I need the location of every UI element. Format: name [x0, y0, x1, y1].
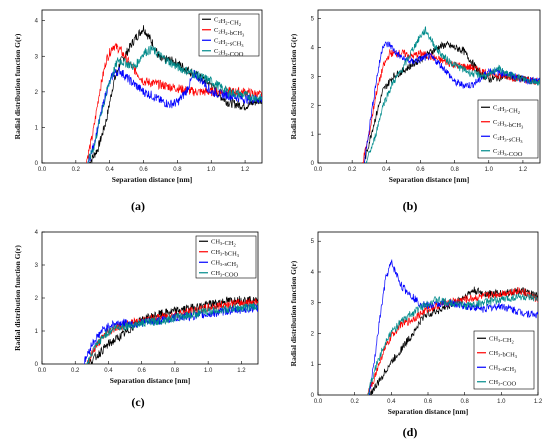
y-tick-label: 4 [35, 19, 39, 25]
legend-entry: C2H2-CH2 [214, 16, 241, 27]
x-tick-label: 1.0 [207, 167, 216, 173]
y-tick-label: 0 [35, 161, 39, 167]
y-tick-label: 0 [311, 393, 315, 399]
y-tick-label: 5 [311, 17, 315, 23]
legend-box [195, 235, 257, 279]
x-tick-label: 1.0 [204, 368, 213, 374]
x-tick-label: 0.0 [314, 399, 323, 405]
x-tick-label: 0.8 [171, 368, 180, 374]
legend-box [477, 99, 539, 159]
x-tick-label: 0.4 [104, 368, 113, 374]
legend-entry: C2H3-CH2 [493, 104, 520, 115]
series-line-4 [365, 26, 540, 163]
panel-label: (b) [403, 199, 418, 213]
y-tick-label: 3 [311, 301, 315, 307]
panel-label: (d) [403, 425, 418, 439]
y-tick-label: 0 [35, 362, 39, 368]
x-tick-label: 1.2 [534, 399, 543, 405]
legend-entry: CH3-bCH3 [489, 350, 518, 359]
chart-panel-1: 0.0 0.2 0.4 0.6 0.8 1.0 1.2 0 1 2 3 4 Separation dis… [13, 9, 263, 213]
y-tick-label: 2 [35, 90, 39, 96]
x-tick-label: 0.8 [460, 399, 469, 405]
legend-entry: CH3-CH2 [211, 238, 236, 247]
legend: CH3-CH2 CH3-bCH3 CH3-sCH3 CH3-COO [473, 330, 535, 390]
x-tick-label: 0.4 [387, 399, 396, 405]
series-line-2 [86, 42, 262, 163]
y-tick-label: 1 [311, 132, 315, 138]
x-tick-label: 0.6 [424, 399, 433, 405]
legend-entry: C2H2-sCH3 [214, 37, 244, 48]
y-tick-label: 2 [35, 296, 39, 302]
legend-entry: C2H3-sCH3 [493, 133, 523, 144]
x-tick-label: 0.6 [416, 167, 425, 173]
x-tick-label: 0.8 [173, 167, 182, 173]
x-tick-label: 0.2 [348, 167, 357, 173]
y-tick-label: 4 [311, 270, 315, 276]
series-line-1 [88, 295, 258, 364]
y-tick-label: 0 [311, 161, 315, 167]
legend-box [473, 330, 535, 390]
x-tick-label: 0.4 [106, 167, 115, 173]
legend: C2H3-CH2 C2H3-bCH3 C2H3-sCH3 C2H3-COO [477, 99, 539, 159]
x-tick-label: 1.2 [237, 368, 246, 374]
y-tick-label: 3 [35, 54, 39, 60]
x-axis-label: Separation distance [nm] [388, 407, 468, 416]
series-line-3 [368, 258, 538, 395]
legend-entry: CH3-sCH3 [211, 259, 239, 268]
x-tick-label: 0.2 [350, 399, 359, 405]
x-tick-label: 0.2 [72, 167, 81, 173]
y-axis-label: Radial distribution function G(r) [289, 33, 298, 139]
y-tick-label: 5 [311, 239, 315, 245]
y-tick-label: 1 [35, 125, 39, 131]
x-tick-label: 0.6 [139, 167, 148, 173]
y-tick-label: 2 [311, 103, 315, 109]
y-tick-label: 4 [311, 46, 315, 52]
series-line-4 [87, 45, 262, 163]
x-tick-label: 0.0 [38, 368, 47, 374]
legend-entry: C2H2-bCH3 [214, 27, 245, 38]
x-tick-label: 0.4 [382, 167, 391, 173]
series-line-4 [86, 302, 258, 364]
x-tick-label: 0.2 [71, 368, 80, 374]
y-tick-label: 3 [311, 74, 315, 80]
x-tick-label: 1.0 [497, 399, 506, 405]
x-axis-label: Separation distance [nm] [112, 175, 192, 184]
legend-entry: C2H3-COO [493, 148, 523, 158]
legend-entry: CH3-COO [489, 379, 517, 388]
legend-entry: C2H2-COO [214, 48, 244, 58]
y-axis-label: Radial distribution function G(r) [289, 260, 298, 366]
y-axis-label: Radial distribution function G(r) [13, 33, 22, 139]
x-tick-label: 0.0 [314, 167, 323, 173]
panel-label: (a) [131, 199, 145, 213]
x-tick-label: 0.8 [450, 167, 459, 173]
legend-box [198, 13, 260, 57]
x-tick-label: 0.0 [38, 167, 47, 173]
x-tick-label: 1.2 [241, 167, 250, 173]
y-tick-label: 4 [35, 230, 39, 236]
y-tick-label: 1 [311, 362, 315, 368]
chart-panel-3: 0.0 0.2 0.4 0.6 0.8 1.0 1.2 0 1 2 3 4 Separation dis… [13, 230, 259, 409]
legend-entry: C2H3-bCH3 [493, 119, 524, 130]
y-tick-label: 3 [35, 263, 39, 269]
chart-panel-4: 0.0 0.2 0.4 0.6 0.8 1.0 1.2 0 1 2 3 4 5 Separation di… [289, 231, 543, 439]
series-line-4 [367, 293, 538, 395]
x-tick-label: 0.6 [138, 368, 147, 374]
legend-entry: CH3-sCH3 [489, 364, 517, 373]
y-tick-label: 2 [311, 331, 315, 337]
y-axis-label: Radial distribution function G(r) [13, 245, 22, 351]
x-tick-label: 1.0 [485, 167, 494, 173]
y-tick-label: 1 [35, 329, 39, 335]
chart-panel-2: 0.0 0.2 0.4 0.6 0.8 1.0 1.2 0 1 2 3 4 5 Separation di… [289, 9, 541, 213]
legend-entry: CH3-bCH3 [211, 249, 240, 258]
x-axis-label: Separation distance [nm] [389, 175, 469, 184]
legend-entry: CH3-CH2 [489, 335, 514, 344]
panel-label: (c) [131, 395, 144, 409]
x-axis-label: Separation distance [nm] [110, 376, 190, 385]
x-tick-label: 1.2 [519, 167, 528, 173]
legend-entry: CH3-COO [211, 270, 239, 279]
